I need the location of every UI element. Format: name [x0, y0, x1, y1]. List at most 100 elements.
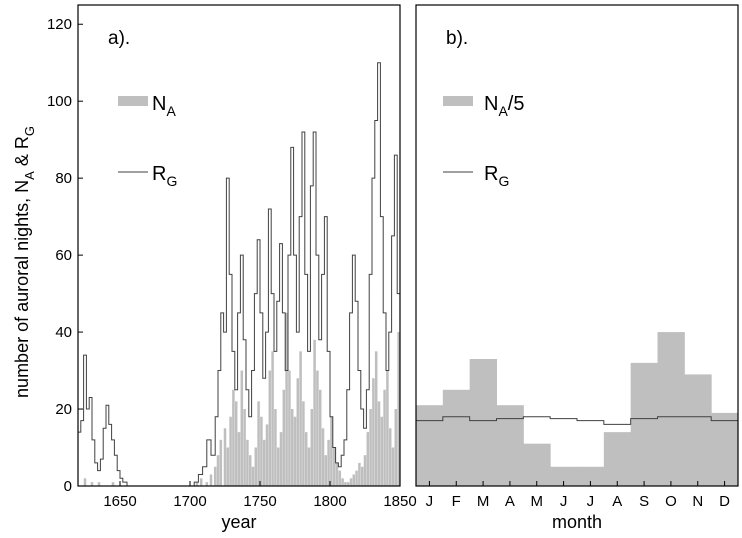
panel-a: 0 20 40 60 80 100 120 1650 1700 1750 1800 1850 a).…: [47, 4, 417, 532]
na-bar: [355, 470, 358, 486]
na-bar: [332, 447, 336, 486]
na-bar: [352, 474, 356, 486]
na-bar: [377, 401, 381, 486]
na-bar: [338, 470, 342, 486]
na-bar: [251, 466, 255, 486]
panel-a-x-axis-label: year: [221, 512, 256, 532]
na-bar: [240, 370, 244, 486]
na-bar: [386, 370, 389, 486]
month-tick-label: S: [639, 493, 649, 510]
y-tick-label: 80: [55, 170, 72, 187]
na-bar: [271, 351, 274, 486]
na-bar: [346, 482, 350, 486]
panel-a-legend-rg: RG: [152, 163, 177, 189]
na-bar: [318, 389, 322, 486]
na-bar: [216, 455, 220, 486]
month-tick-label: J: [426, 493, 434, 510]
panel-b-rg-line: [416, 416, 738, 425]
na-bar: [276, 447, 280, 486]
na5-bar: [550, 466, 578, 486]
y-tick-label: 0: [64, 478, 72, 495]
month-tick-label: D: [719, 493, 730, 510]
na-bar: [335, 462, 339, 486]
na-bar: [304, 432, 308, 486]
na-bar: [282, 389, 286, 486]
na-bar: [344, 482, 347, 486]
na-bar: [307, 447, 311, 486]
y-axis-label: number of auroral nights, NA & RG: [12, 126, 37, 398]
y-tick-label: 20: [55, 401, 72, 418]
na5-bar: [496, 405, 524, 486]
na-bar: [223, 428, 227, 486]
na-bar: [324, 455, 328, 486]
panel-b-na-bars: [416, 332, 739, 486]
x-tick-label: 1700: [173, 493, 206, 510]
na-bar: [285, 312, 288, 486]
na-bar: [360, 466, 364, 486]
na5-bar: [442, 389, 471, 486]
panel-a-y-ticks: 0 20 40 60 80 100 120: [47, 16, 83, 495]
na-bar: [83, 478, 87, 486]
na-bar: [90, 482, 94, 486]
month-tick-label: A: [505, 493, 515, 510]
na-bar: [248, 455, 252, 486]
na-bar: [374, 351, 378, 486]
na-bar: [229, 416, 232, 486]
x-tick-label: 1750: [243, 493, 276, 510]
na-bar: [310, 409, 314, 486]
na-bar: [293, 416, 297, 486]
y-tick-label: 120: [47, 16, 72, 33]
panel-a-na-bars: [83, 312, 400, 486]
month-tick-label: N: [692, 493, 703, 510]
na-bar: [394, 409, 398, 486]
na-bar: [205, 482, 209, 486]
na-bar: [97, 482, 101, 486]
na-bar: [341, 478, 344, 486]
na-bar: [209, 474, 213, 486]
na-bar: [380, 416, 384, 486]
month-tick-label: M: [477, 493, 490, 510]
na-bar: [265, 424, 269, 486]
panel-a-rg-line: [78, 62, 401, 487]
na-bar: [237, 432, 241, 486]
na-bar: [290, 409, 294, 486]
na-bar: [302, 401, 305, 486]
panel-b-label: b).: [446, 28, 468, 49]
panel-b-legend-na-swatch: [443, 96, 473, 106]
x-tick-label: 1850: [383, 493, 416, 510]
na5-bar: [469, 359, 497, 486]
na-bar: [316, 370, 319, 486]
panel-a-frame: [77, 4, 401, 487]
na-bar: [262, 439, 266, 486]
na5-bar: [657, 332, 685, 486]
na-bar: [234, 401, 238, 486]
month-tick-label: J: [560, 493, 568, 510]
na-bar: [372, 378, 375, 486]
na-bar: [391, 447, 395, 486]
na-bar: [330, 416, 333, 486]
na-bar: [226, 447, 230, 486]
na-bar: [313, 339, 316, 486]
x-tick-label: 1800: [313, 493, 346, 510]
na-bar: [260, 416, 263, 486]
na5-bar: [684, 374, 712, 486]
na-bar: [232, 389, 235, 486]
panel-b-legend-na: NA/5: [484, 93, 524, 119]
na5-bar: [523, 443, 551, 486]
na-bar: [268, 370, 272, 486]
na-bar: [383, 389, 386, 486]
panel-b-frame: [415, 4, 739, 487]
y-tick-label: 100: [47, 93, 72, 110]
y-tick-label: 60: [55, 247, 72, 264]
na-bar: [199, 478, 203, 486]
panel-a-legend-na-swatch: [118, 96, 148, 106]
na-bar: [397, 332, 400, 486]
na-bar: [358, 462, 361, 486]
panel-b-legend-rg: RG: [484, 163, 509, 189]
panel-b-x-axis-label: month: [552, 512, 602, 532]
na-bar: [246, 439, 249, 486]
na-bar: [363, 455, 367, 486]
na5-bar: [711, 412, 739, 486]
